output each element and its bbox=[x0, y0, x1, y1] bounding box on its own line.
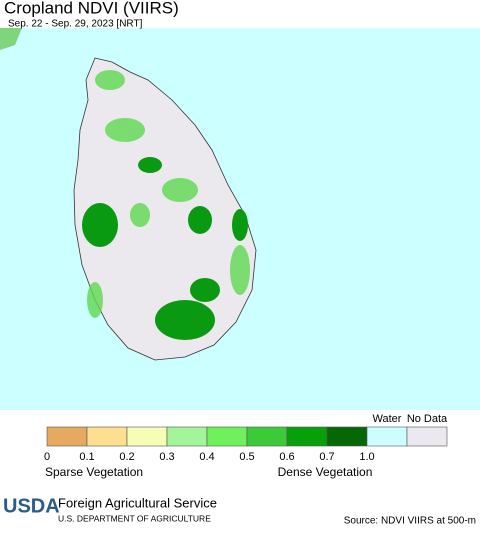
legend-dense: Dense Vegetation bbox=[278, 465, 373, 479]
legend-boxes bbox=[46, 426, 448, 447]
department: U.S. DEPARTMENT OF AGRICULTURE bbox=[58, 513, 211, 523]
legend-sparse: Sparse Vegetation bbox=[45, 465, 143, 479]
legend-tick: 0 bbox=[44, 451, 50, 463]
legend-tick: 0.6 bbox=[279, 451, 294, 463]
legend-tick: 0.1 bbox=[79, 451, 94, 463]
india-coast bbox=[0, 28, 22, 50]
legend-tick: 0.7 bbox=[319, 451, 334, 463]
legend-tick: 1.0 bbox=[359, 451, 374, 463]
legend-tick: 0.4 bbox=[199, 451, 214, 463]
dense-vegetation bbox=[82, 157, 248, 340]
source: Source: NDVI VIIRS at 500-m bbox=[344, 516, 476, 527]
usda-logo: USDA bbox=[3, 495, 60, 517]
subtitle: Sep. 22 - Sep. 29, 2023 [NRT] bbox=[8, 19, 143, 30]
vegetation bbox=[87, 70, 250, 318]
legend-no-data: No Data bbox=[407, 413, 448, 425]
legend-water: Water bbox=[373, 413, 402, 425]
legend-tick: 0.3 bbox=[159, 451, 174, 463]
legend-tick: 0.2 bbox=[119, 451, 134, 463]
legend-tick: 0.5 bbox=[239, 451, 254, 463]
agency: Foreign Agricultural Service bbox=[58, 495, 217, 510]
title: Cropland NDVI (VIIRS) bbox=[4, 0, 179, 17]
